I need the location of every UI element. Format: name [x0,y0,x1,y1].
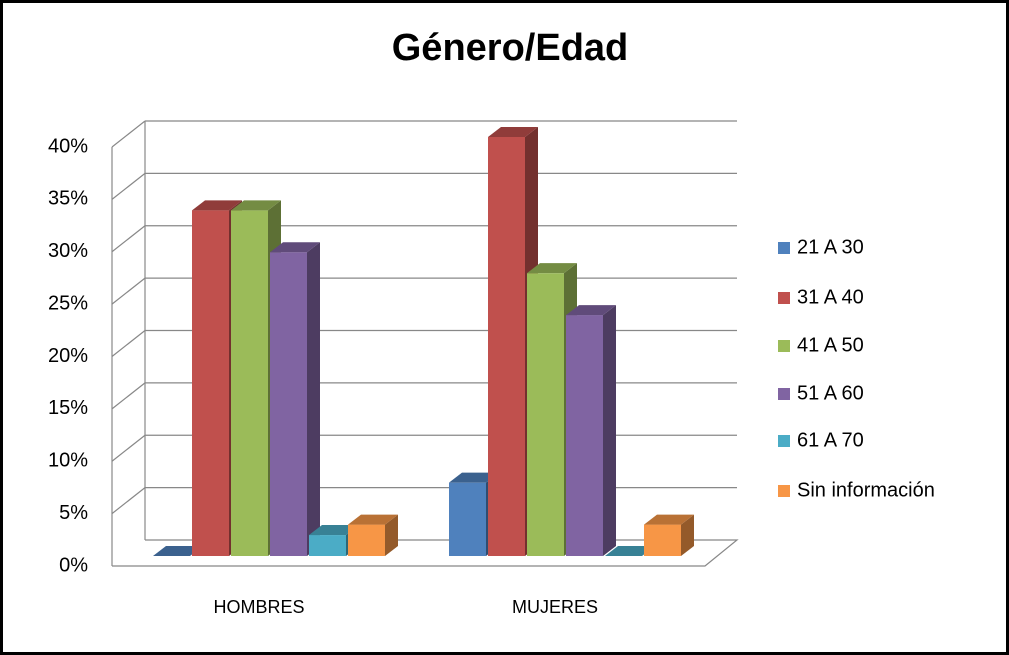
grid-line-side [111,277,146,305]
chart-title: Género/Edad [392,27,629,69]
legend-label: 21 A 30 [797,236,864,258]
bar-top [192,200,242,211]
legend-swatch [778,292,790,304]
bar-top [309,525,359,536]
legend-swatch [778,340,790,352]
bar-side [385,514,398,556]
y-tick-label: 25% [48,292,88,314]
legend-label: 31 A 40 [797,286,864,308]
bar-top [488,127,538,137]
y-tick-label: 30% [48,240,88,262]
x-tick-label: HOMBRES [213,597,304,617]
legend-swatch [778,485,790,497]
bar [527,273,564,556]
bar [192,210,229,556]
bar [566,315,603,556]
legend-label: Sin información [797,479,935,501]
grid-line-side [111,382,146,410]
grid-line-side [111,120,146,148]
legend-swatch [778,388,790,400]
bar [348,524,385,556]
legend-label: 41 A 50 [797,334,864,356]
y-tick-label: 35% [48,188,88,210]
bar [644,524,681,556]
grid-line-side [111,172,146,200]
bar-top [231,200,281,211]
y-tick-label: 5% [59,502,88,524]
floor-edge [112,539,739,567]
grid-line-side [111,225,146,253]
bar-side [603,305,616,556]
bar-top [644,514,694,525]
bar-top [270,242,320,253]
bar [309,535,346,556]
bar-top [449,472,499,483]
x-tick-label: MUJERES [512,597,598,617]
bar-top [348,514,398,525]
legend-swatch [778,242,790,254]
y-tick-label: 40% [48,135,88,157]
grid-line-side [111,487,146,515]
bar [231,210,268,556]
grid-line-side [111,434,146,462]
y-tick-label: 20% [48,345,88,367]
y-tick-label: 15% [48,397,88,419]
bar [449,482,486,556]
bar-side [681,514,694,556]
bar-top [605,546,655,556]
legend-label: 61 A 70 [797,429,864,451]
bar [488,137,525,556]
bar-top [527,263,577,274]
bar [270,252,307,556]
grid-line-side [111,330,146,357]
y-tick-label: 0% [59,554,88,576]
y-tick-label: 10% [48,450,88,472]
legend-swatch [778,435,790,447]
bar-top [566,305,616,316]
legend-label: 51 A 60 [797,382,864,404]
bar-side [307,242,320,556]
bar-top [153,546,203,556]
